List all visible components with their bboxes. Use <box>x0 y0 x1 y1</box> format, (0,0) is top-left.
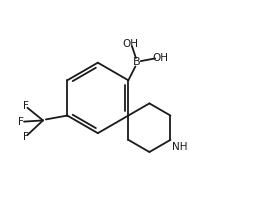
Text: F: F <box>23 101 28 111</box>
Text: F: F <box>23 132 28 142</box>
Text: OH: OH <box>152 53 168 63</box>
Text: OH: OH <box>123 39 139 49</box>
Text: F: F <box>18 117 24 127</box>
Text: B: B <box>133 57 141 67</box>
Text: NH: NH <box>172 142 187 152</box>
